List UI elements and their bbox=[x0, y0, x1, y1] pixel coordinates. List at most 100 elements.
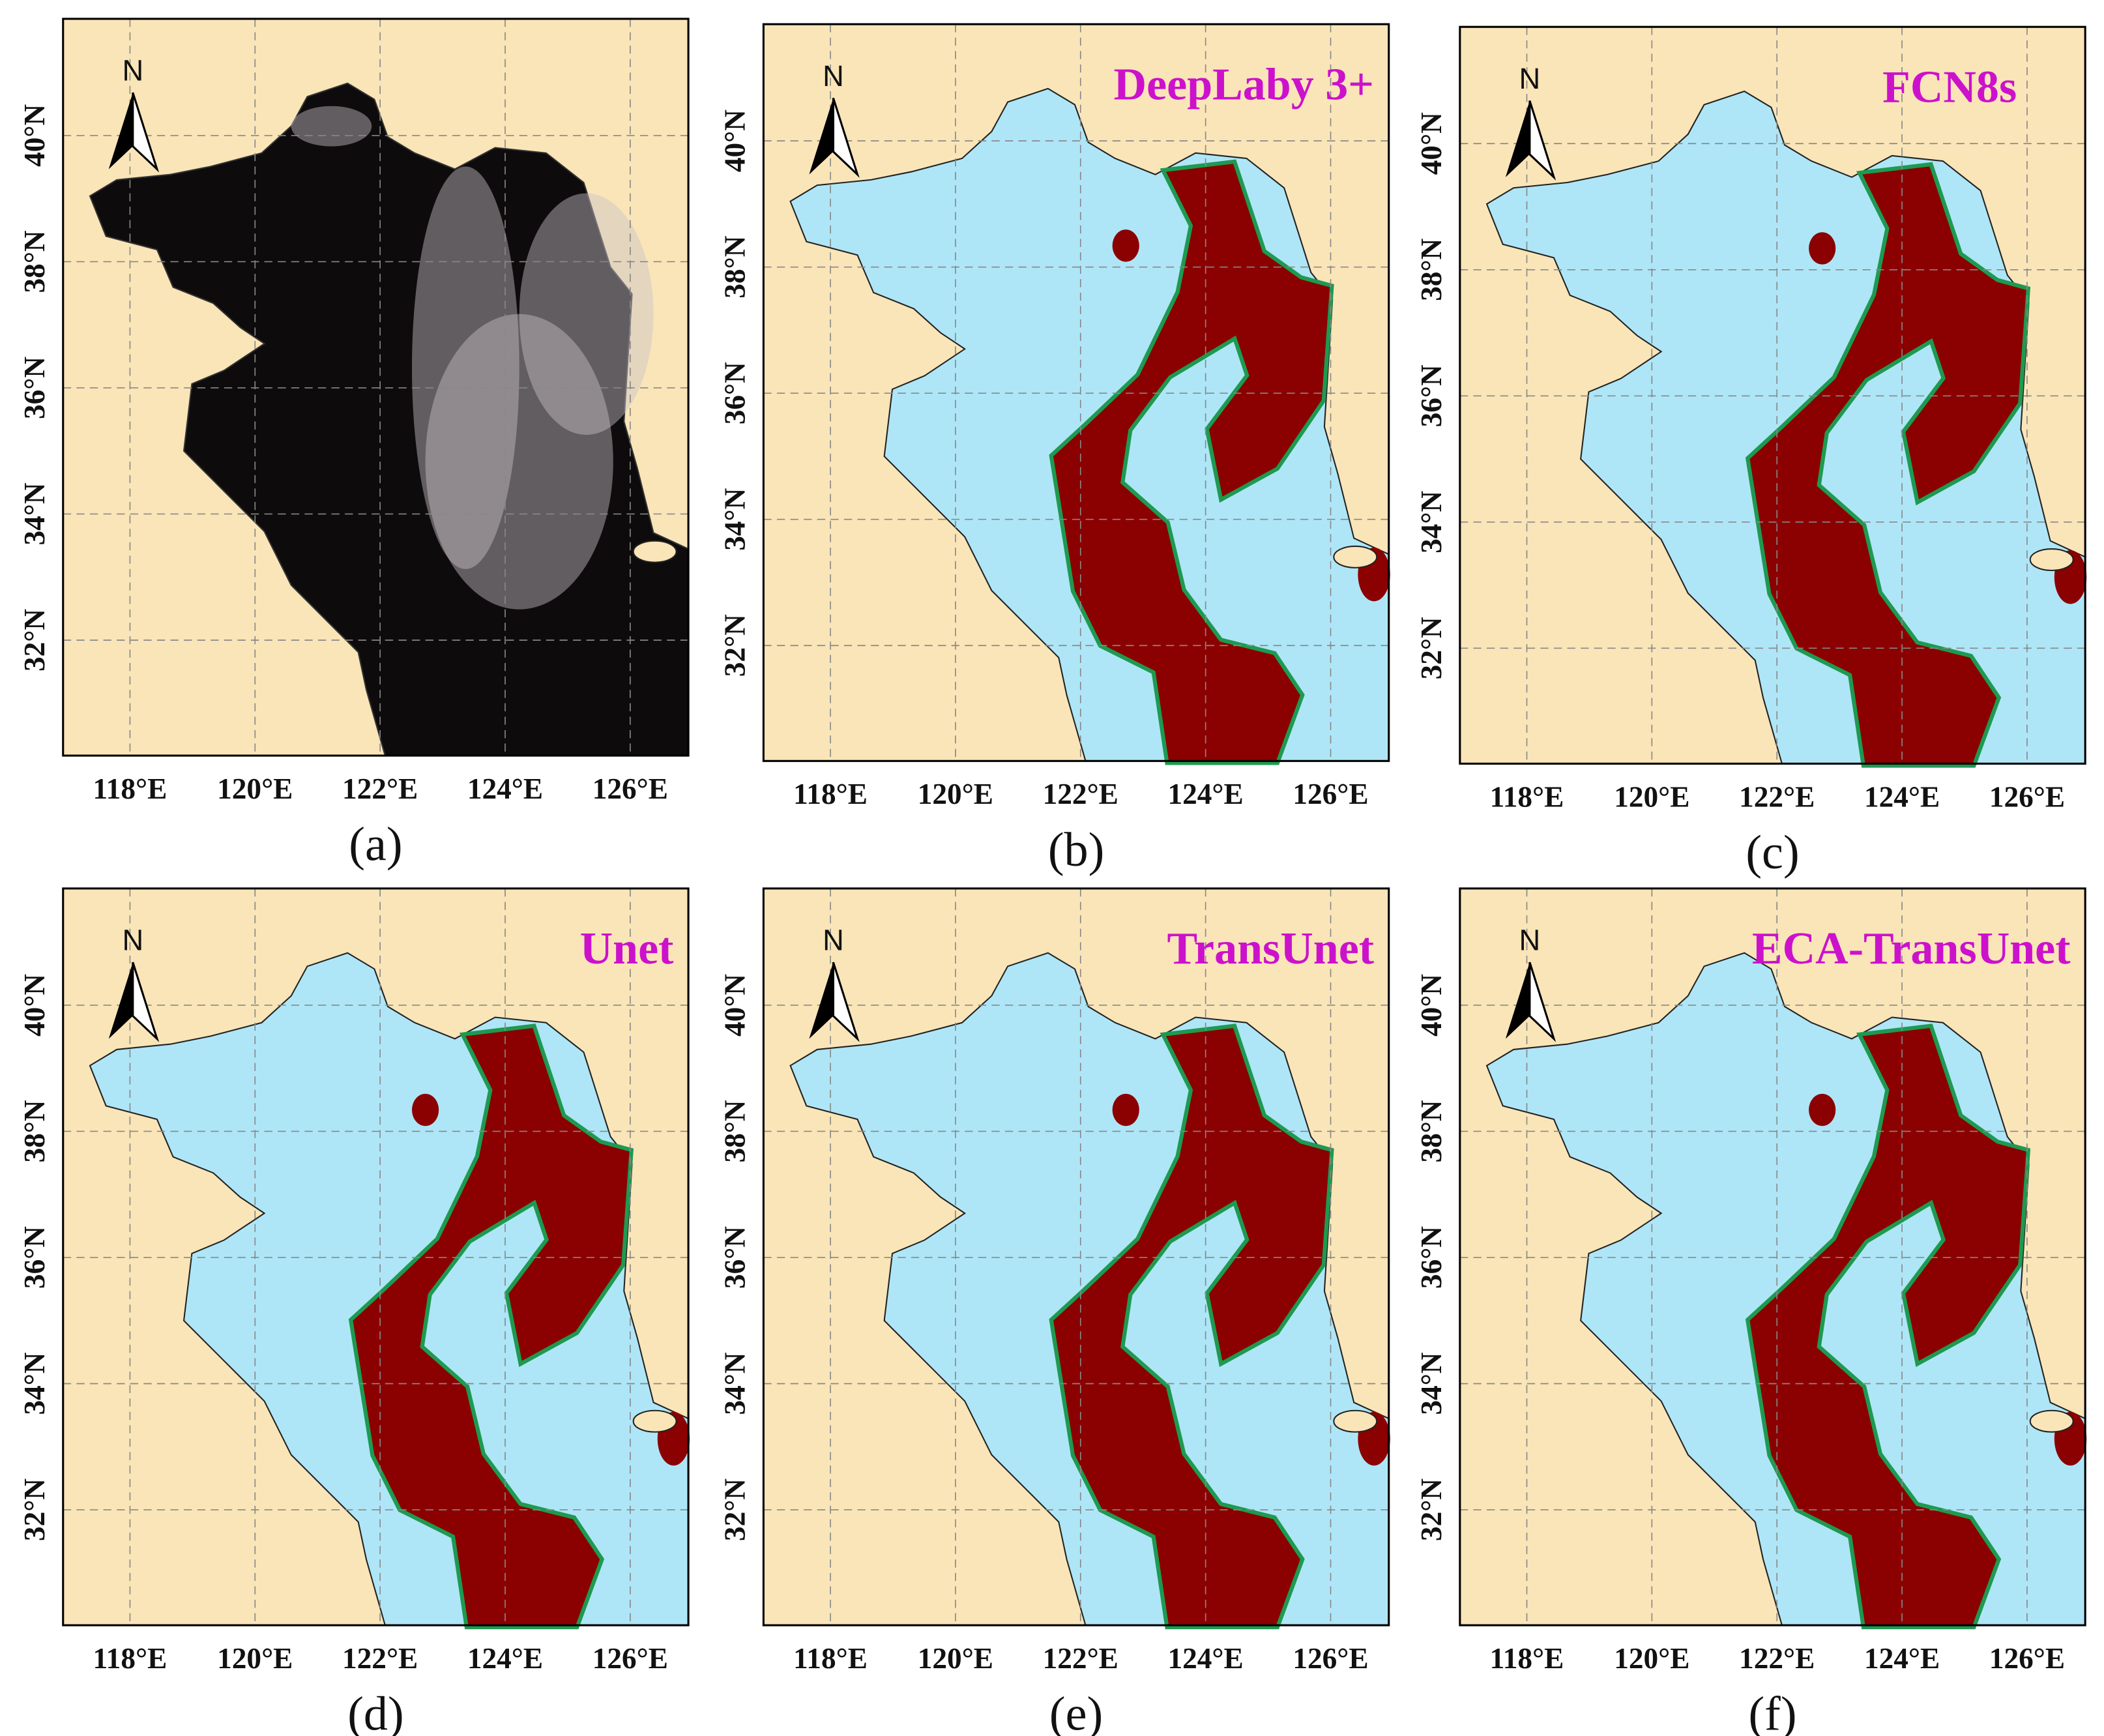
bloom-patch bbox=[1809, 232, 1836, 265]
x-tick-label: 122°E bbox=[342, 1642, 418, 1675]
method-title: ECA-TransUnet bbox=[1752, 924, 2071, 974]
method-title: FCN8s bbox=[1882, 63, 2017, 113]
cloud bbox=[412, 166, 519, 569]
x-tick-label: 118°E bbox=[1490, 1642, 1564, 1675]
y-tick-label: 36°N bbox=[18, 357, 51, 419]
y-tick-label: 32°N bbox=[719, 1479, 752, 1541]
y-tick-label: 40°N bbox=[1415, 112, 1448, 175]
bloom-patch bbox=[412, 1093, 439, 1126]
x-tick-label: 118°E bbox=[93, 772, 168, 805]
frame bbox=[762, 887, 1390, 1626]
north-label: N bbox=[1519, 62, 1541, 95]
north-arrow bbox=[832, 962, 860, 1042]
map-panel: 118°E 120°E 122°E 124°E 126°E 32°N 34°N 36°N 38°… bbox=[719, 887, 1390, 1736]
y-tick-label: 32°N bbox=[1415, 617, 1448, 679]
method-title: DeepLaby 3+ bbox=[1114, 59, 1375, 110]
x-tick-label: 120°E bbox=[918, 1642, 993, 1675]
bloom-patch bbox=[1112, 229, 1139, 262]
y-tick-label: 40°N bbox=[18, 974, 51, 1037]
method-title: TransUnet bbox=[1167, 924, 1375, 974]
x-tick-label: 120°E bbox=[217, 772, 293, 805]
y-tick-label: 40°N bbox=[719, 974, 752, 1037]
bloom bbox=[1053, 1027, 1330, 1626]
north-label: N bbox=[823, 924, 844, 957]
y-tick-label: 34°N bbox=[18, 482, 51, 545]
y-tick-label: 32°N bbox=[18, 609, 51, 671]
y-tick-label: 34°N bbox=[719, 488, 752, 550]
x-tick-label: 126°E bbox=[1293, 1642, 1368, 1675]
map-panel: 118°E 120°E 122°E 124°E 126°E 32°N 34°N 36°N 38°… bbox=[719, 23, 1390, 877]
island bbox=[632, 1409, 677, 1433]
north-label: N bbox=[122, 924, 143, 957]
island bbox=[632, 540, 677, 563]
map-panel: 118°E 120°E 122°E 124°E 126°E 32°N 34°N 36°N 38°… bbox=[1415, 887, 2087, 1736]
y-tick-label: 36°N bbox=[719, 1226, 752, 1289]
north-arrow bbox=[809, 962, 834, 1039]
panel-caption: (d) bbox=[347, 1688, 403, 1736]
bloom bbox=[1749, 166, 2026, 764]
island bbox=[2029, 1409, 2074, 1433]
north-arrow bbox=[1528, 100, 1556, 181]
north-label: N bbox=[1519, 924, 1541, 957]
x-tick-label: 122°E bbox=[1739, 780, 1815, 813]
cloud bbox=[291, 106, 372, 147]
map-panel: 118°E 120°E 122°E 124°E 126°E 32°N 34°N 36°N 38°… bbox=[18, 18, 690, 872]
y-tick-label: 40°N bbox=[18, 104, 51, 167]
island bbox=[1333, 1409, 1378, 1433]
x-tick-label: 120°E bbox=[918, 778, 993, 810]
x-tick-label: 118°E bbox=[793, 1642, 868, 1675]
north-arrow bbox=[1505, 100, 1530, 177]
x-tick-label: 126°E bbox=[1293, 778, 1368, 810]
x-tick-label: 120°E bbox=[1614, 1642, 1689, 1675]
y-tick-label: 36°N bbox=[1415, 364, 1448, 427]
x-tick-label: 124°E bbox=[1168, 778, 1244, 810]
x-tick-label: 118°E bbox=[793, 778, 868, 810]
north-label: N bbox=[823, 59, 844, 93]
bloom bbox=[1053, 164, 1330, 761]
island bbox=[1333, 545, 1378, 568]
north-arrow bbox=[132, 962, 160, 1042]
island bbox=[2029, 548, 2074, 572]
y-tick-label: 38°N bbox=[719, 1100, 752, 1162]
north-label: N bbox=[122, 54, 143, 87]
bloom-patch bbox=[1809, 1093, 1836, 1126]
north-arrow bbox=[1528, 962, 1556, 1042]
y-tick-label: 36°N bbox=[18, 1226, 51, 1289]
x-tick-label: 126°E bbox=[1989, 780, 2065, 813]
frame bbox=[1459, 25, 2086, 765]
method-title: Unet bbox=[580, 924, 674, 974]
y-tick-label: 38°N bbox=[18, 1100, 51, 1162]
x-tick-label: 122°E bbox=[1043, 1642, 1118, 1675]
panel-caption: (b) bbox=[1048, 823, 1104, 877]
y-tick-label: 38°N bbox=[1415, 238, 1448, 301]
frame bbox=[62, 887, 690, 1626]
y-tick-label: 34°N bbox=[1415, 1352, 1448, 1415]
x-tick-label: 124°E bbox=[467, 772, 543, 805]
x-tick-label: 126°E bbox=[1989, 1642, 2065, 1675]
frame bbox=[1459, 887, 2086, 1626]
y-tick-label: 34°N bbox=[1415, 490, 1448, 553]
sea bbox=[89, 82, 690, 757]
x-tick-label: 126°E bbox=[592, 1642, 668, 1675]
x-tick-label: 118°E bbox=[1490, 780, 1564, 813]
y-tick-label: 38°N bbox=[18, 230, 51, 293]
frame bbox=[762, 23, 1390, 762]
x-tick-label: 118°E bbox=[93, 1642, 168, 1675]
x-tick-label: 120°E bbox=[217, 1642, 293, 1675]
panel-caption: (e) bbox=[1049, 1688, 1103, 1736]
y-tick-label: 32°N bbox=[719, 614, 752, 677]
y-tick-label: 32°N bbox=[18, 1479, 51, 1541]
bloom bbox=[353, 1027, 630, 1626]
y-tick-label: 40°N bbox=[719, 110, 752, 172]
y-tick-label: 32°N bbox=[1415, 1479, 1448, 1541]
x-tick-label: 122°E bbox=[1739, 1642, 1815, 1675]
y-tick-label: 34°N bbox=[719, 1352, 752, 1415]
panel-caption: (c) bbox=[1746, 826, 1799, 879]
y-tick-label: 36°N bbox=[719, 362, 752, 424]
x-tick-label: 120°E bbox=[1614, 780, 1689, 813]
panel-caption: (a) bbox=[349, 818, 402, 872]
x-tick-label: 126°E bbox=[592, 772, 668, 805]
x-tick-label: 122°E bbox=[1043, 778, 1118, 810]
y-tick-label: 38°N bbox=[719, 235, 752, 298]
